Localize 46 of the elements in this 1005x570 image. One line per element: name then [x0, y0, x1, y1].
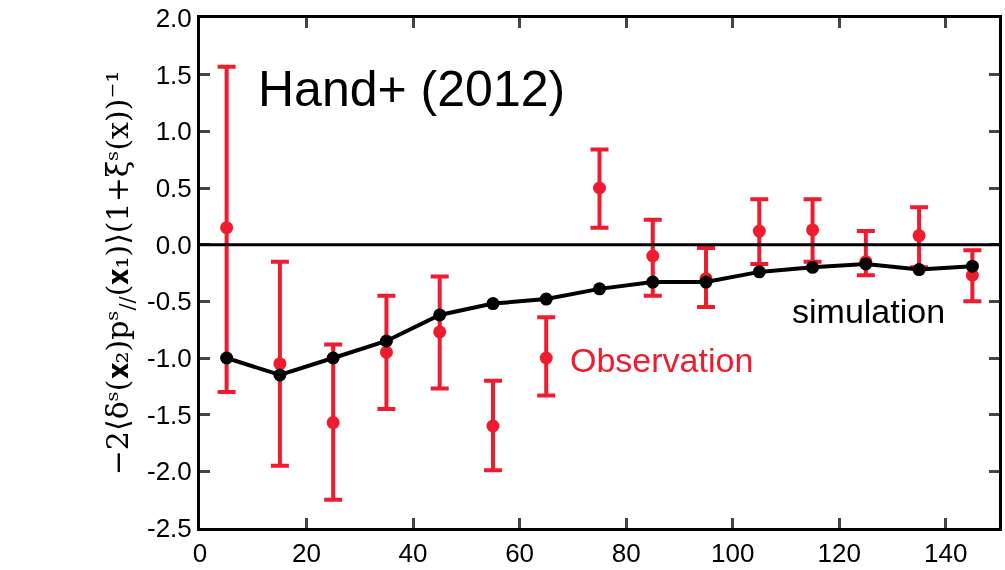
y-tick-label: 1.0 — [155, 116, 192, 147]
point — [379, 334, 393, 348]
point — [912, 229, 926, 243]
y-tick-label: -2.5 — [146, 513, 192, 544]
point — [593, 282, 606, 296]
point — [326, 416, 340, 430]
y-tick-label: 1.5 — [155, 59, 192, 90]
point — [273, 357, 287, 371]
point — [220, 351, 234, 365]
y-tick-label: -1.5 — [146, 399, 192, 430]
point — [273, 368, 287, 382]
y-tick-label: -0.5 — [146, 286, 192, 317]
x-tick-label: 100 — [710, 538, 755, 569]
x-tick-label: 40 — [398, 538, 428, 569]
y-tick-label: 0.0 — [155, 229, 192, 260]
point — [593, 181, 606, 195]
point — [912, 263, 926, 277]
series-label: Observation — [570, 341, 754, 379]
y-tick-label: -1.0 — [146, 343, 192, 374]
y-tick-label: -2.0 — [146, 456, 192, 487]
point — [433, 308, 447, 322]
x-tick-label: 20 — [292, 538, 321, 569]
point — [486, 297, 500, 311]
x-tick-label: 80 — [611, 538, 641, 569]
point — [539, 292, 553, 306]
point — [326, 351, 340, 365]
point — [486, 419, 500, 433]
point — [646, 275, 660, 289]
point — [379, 345, 393, 359]
point — [806, 260, 820, 274]
y-tick-label: 2.0 — [155, 3, 192, 34]
point — [752, 224, 766, 238]
x-tick-label: 0 — [192, 538, 208, 569]
point — [539, 351, 553, 365]
x-tick-label: 120 — [817, 538, 861, 569]
x-tick-label: 60 — [505, 538, 535, 569]
series-label: simulation — [792, 292, 946, 330]
x-tick-label: 140 — [924, 538, 968, 569]
point — [433, 325, 447, 339]
point — [965, 259, 979, 273]
annotation: Hand+ (2012) — [258, 61, 566, 117]
point — [646, 249, 660, 263]
point — [752, 265, 766, 279]
y-tick-label: 0.5 — [155, 173, 192, 204]
point — [806, 223, 820, 237]
point — [220, 221, 234, 235]
